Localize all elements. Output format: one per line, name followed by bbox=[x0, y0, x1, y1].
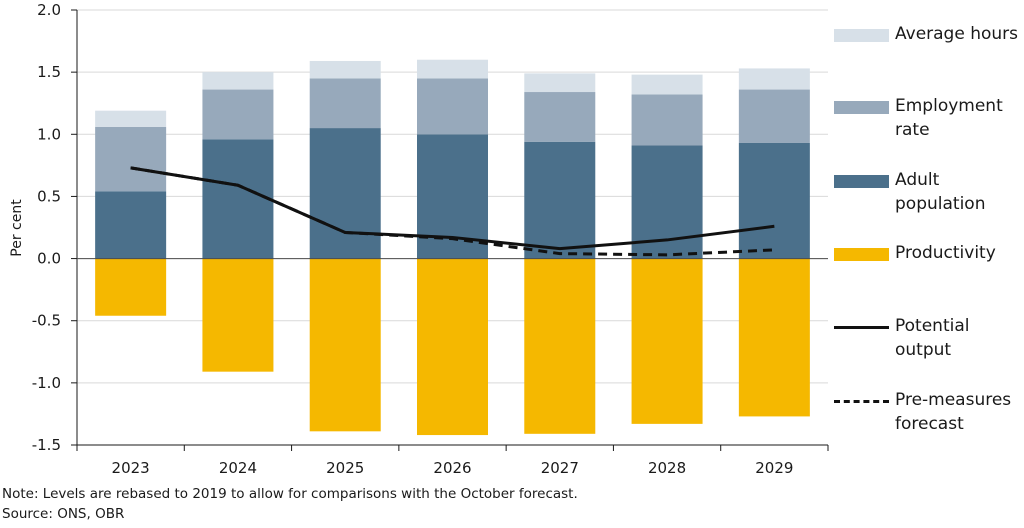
legend-label-productivity: Productivity bbox=[895, 243, 996, 263]
bar-average-hours-2026 bbox=[417, 59, 488, 79]
legend-swatch-adult-population bbox=[834, 175, 889, 188]
y-tick-label: 0.0 bbox=[37, 250, 61, 268]
bar-average-hours-2023 bbox=[95, 110, 167, 127]
chart-axes bbox=[71, 9, 829, 451]
x-tick-label-2024: 2024 bbox=[219, 459, 257, 477]
bar-adult-population-2029 bbox=[738, 142, 810, 259]
legend-item-average-hours: Average hours bbox=[834, 22, 1024, 46]
source-text: Source: ONS, OBR bbox=[2, 506, 125, 522]
y-axis-label: Per cent bbox=[9, 199, 25, 257]
bar-employment-rate-2025 bbox=[309, 78, 381, 129]
y-tick-label: 1.0 bbox=[37, 125, 61, 143]
bar-average-hours-2027 bbox=[524, 73, 596, 93]
legend-line-potential-output bbox=[834, 326, 889, 329]
legend-item-adult-population: Adult population bbox=[834, 168, 1024, 216]
x-tick-label-2025: 2025 bbox=[326, 459, 364, 477]
x-tick-label-2023: 2023 bbox=[112, 459, 150, 477]
legend-line-pre-measures-forecast bbox=[834, 400, 889, 403]
legend-swatch-employment-rate bbox=[834, 101, 889, 114]
bar-adult-population-2025 bbox=[309, 128, 381, 259]
y-tick-label: 2.0 bbox=[37, 1, 61, 19]
note-text: Note: Levels are rebased to 2019 to allo… bbox=[2, 486, 578, 502]
y-tick-labels: 2.0 1.5 1.0 0.5 0.0 -0.5 -1.0 -1.5 bbox=[32, 1, 61, 454]
x-tick-label-2026: 2026 bbox=[433, 459, 471, 477]
bar-productivity-2026 bbox=[417, 258, 488, 436]
legend-label-adult-population: Adult population bbox=[895, 170, 986, 214]
legend-item-productivity: Productivity bbox=[834, 241, 1024, 265]
y-tick-label: 1.5 bbox=[37, 63, 61, 81]
bar-employment-rate-2024 bbox=[202, 89, 274, 140]
bar-adult-population-2027 bbox=[524, 141, 596, 259]
legend-item-employment-rate: Employment rate bbox=[834, 94, 1024, 142]
bar-productivity-2023 bbox=[95, 258, 167, 316]
x-tick-label-2028: 2028 bbox=[648, 459, 686, 477]
bar-employment-rate-2029 bbox=[738, 89, 810, 143]
legend-item-pre-measures-forecast: Pre-measures forecast bbox=[834, 388, 1024, 436]
legend-label-pre-measures-forecast: Pre-measures forecast bbox=[895, 390, 1012, 434]
bar-employment-rate-2023 bbox=[95, 126, 167, 192]
x-tick-label-2029: 2029 bbox=[755, 459, 793, 477]
chart-notes: Note: Levels are rebased to 2019 to allo… bbox=[2, 484, 578, 524]
bar-average-hours-2029 bbox=[738, 68, 810, 90]
legend-swatch-productivity bbox=[834, 248, 889, 261]
bar-employment-rate-2028 bbox=[631, 94, 703, 146]
bar-adult-population-2024 bbox=[202, 139, 274, 259]
y-tick-label: -1.0 bbox=[32, 374, 61, 392]
chart-bars bbox=[95, 59, 810, 436]
legend-swatch-average-hours bbox=[834, 29, 889, 42]
x-tick-label-2027: 2027 bbox=[541, 459, 579, 477]
y-tick-label: -0.5 bbox=[32, 312, 61, 330]
bar-productivity-2029 bbox=[738, 258, 810, 417]
bar-average-hours-2025 bbox=[309, 60, 381, 79]
bar-employment-rate-2026 bbox=[417, 78, 488, 135]
bar-employment-rate-2027 bbox=[524, 92, 596, 142]
bar-adult-population-2023 bbox=[95, 191, 167, 259]
chart-legend: Average hours Employment rate Adult popu… bbox=[834, 0, 1024, 445]
bar-productivity-2025 bbox=[309, 258, 381, 432]
y-tick-label: 0.5 bbox=[37, 187, 61, 205]
line-potential-output bbox=[130, 166, 775, 251]
bar-productivity-2024 bbox=[202, 258, 274, 372]
chart: 2.0 1.5 1.0 0.5 0.0 -0.5 -1.0 -1.5 2023 2024 2025… bbox=[9, 1, 829, 477]
legend-label-average-hours: Average hours bbox=[895, 24, 1019, 44]
chart-lines bbox=[130, 166, 775, 257]
legend-label-employment-rate: Employment rate bbox=[895, 96, 1003, 140]
bar-average-hours-2028 bbox=[631, 74, 703, 95]
x-tick-labels: 2023 2024 2025 2026 2027 2028 2029 bbox=[112, 459, 794, 477]
bar-productivity-2028 bbox=[631, 258, 703, 424]
y-tick-label: -1.5 bbox=[32, 436, 61, 454]
legend-item-potential-output: Potential output bbox=[834, 314, 1024, 362]
bar-productivity-2027 bbox=[524, 258, 596, 434]
legend-label-potential-output: Potential output bbox=[895, 316, 970, 360]
bar-average-hours-2024 bbox=[202, 72, 274, 90]
